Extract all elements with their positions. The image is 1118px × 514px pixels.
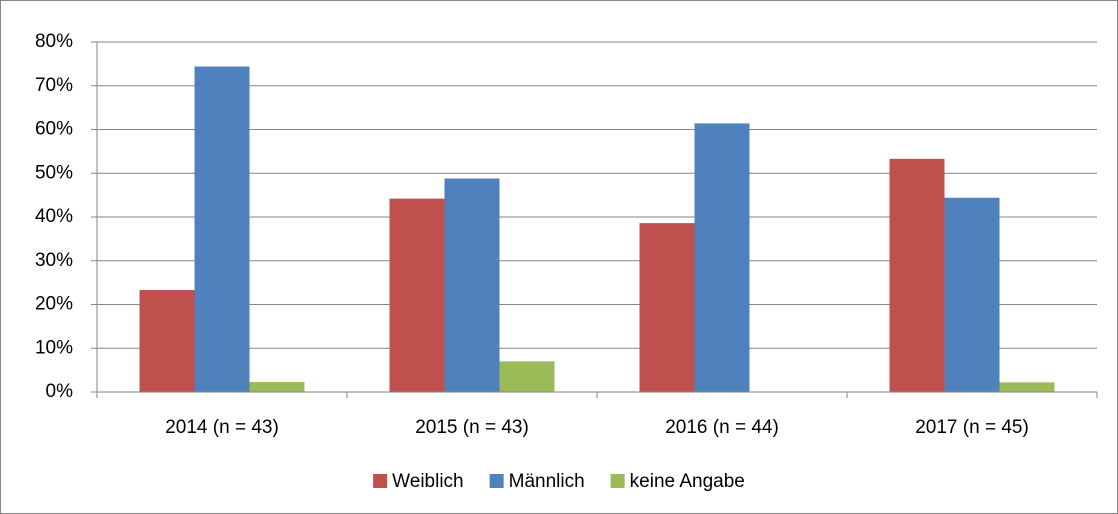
bar [999, 382, 1055, 392]
x-tick-label: 2015 (n = 43) [415, 417, 529, 438]
y-tick-label: 80% [35, 31, 73, 52]
bar [194, 66, 250, 392]
legend-label: keine Angabe [630, 471, 745, 492]
x-tick-label: 2017 (n = 45) [915, 417, 1029, 438]
legend-swatch [373, 474, 388, 488]
bar [389, 198, 445, 392]
x-tick-label: 2014 (n = 43) [165, 417, 279, 438]
legend-label: Weiblich [392, 471, 463, 492]
y-tick-label: 0% [46, 381, 74, 402]
bar [694, 123, 750, 392]
bar [139, 290, 195, 392]
y-tick-label: 70% [35, 75, 73, 96]
y-tick-label: 60% [35, 119, 73, 140]
bar [889, 158, 945, 392]
x-tick-label: 2016 (n = 44) [665, 417, 779, 438]
legend-swatch [610, 474, 625, 488]
y-tick-label: 50% [35, 162, 73, 183]
bar [944, 197, 1000, 392]
legend-swatch [489, 474, 504, 488]
bar [444, 178, 500, 392]
y-tick-label: 10% [35, 337, 73, 358]
bar [499, 361, 555, 392]
y-tick-label: 30% [35, 250, 73, 271]
bar [249, 381, 305, 392]
y-tick-label: 40% [35, 206, 73, 227]
legend-label: Männlich [509, 471, 585, 492]
y-tick-label: 20% [35, 294, 73, 315]
bar [639, 223, 695, 392]
